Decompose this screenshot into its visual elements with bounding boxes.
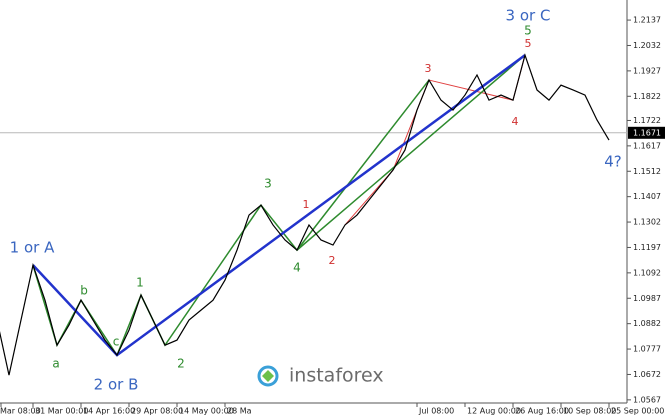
x-tick-label: Mar 08:00 — [0, 407, 41, 416]
current-price-box — [628, 126, 665, 139]
wave-label: 3 or C — [506, 7, 551, 25]
y-tick-label: 1.1927 — [633, 66, 661, 75]
watermark-text: instaforex — [289, 365, 384, 387]
y-tick-label: 1.2137 — [633, 16, 661, 25]
wave-label: b — [80, 284, 88, 298]
y-tick-label: 1.1822 — [633, 92, 661, 101]
wave-label: c — [113, 335, 120, 349]
y-tick-label: 1.1512 — [633, 167, 661, 176]
wave-label: 2 — [329, 254, 336, 267]
x-tick-label: 12 Aug 00:00 — [467, 407, 521, 416]
current-price-label: 1.1671 — [633, 128, 661, 137]
x-tick-label: 28 Ma — [227, 407, 252, 416]
wave-label: 1 — [136, 276, 144, 290]
wave-line — [296, 79, 430, 251]
wave-label: 5 — [524, 24, 532, 38]
y-tick-label: 1.0882 — [633, 319, 661, 328]
x-tick-label: 29 Apr 08:00 — [131, 407, 183, 416]
x-tick-label: 25 Sep 00:00 — [611, 407, 664, 416]
y-tick-label: 1.1407 — [633, 192, 661, 201]
x-tick-label: 10 Sep 08:00 — [563, 407, 616, 416]
x-tick-label: 14 May 00:00 — [179, 407, 234, 416]
watermark: instaforex — [238, 362, 432, 390]
watermark-logo-mark — [262, 370, 274, 382]
wave-label: 1 or A — [10, 239, 55, 257]
x-tick-label: 26 Aug 16:00 — [515, 407, 569, 416]
y-tick-label: 1.1197 — [633, 243, 661, 252]
wave-label: 3 — [425, 62, 432, 75]
y-tick-label: 1.1302 — [633, 218, 661, 227]
wave-label: 5 — [525, 37, 532, 50]
y-tick-label: 1.1617 — [633, 141, 661, 150]
x-tick-label: 14 Apr 16:00 — [83, 407, 135, 416]
wave-label: 1 — [303, 198, 310, 211]
wave-label: 4 — [293, 261, 301, 275]
y-tick-label: 1.0672 — [633, 370, 661, 379]
wave-label: 4 — [512, 115, 519, 128]
wave-label: 4? — [604, 153, 622, 171]
y-tick-label: 1.1092 — [633, 268, 661, 277]
price-line — [0, 53, 610, 376]
x-tick-label: Jul 08:00 — [418, 407, 454, 416]
y-tick-label: 1.0777 — [633, 345, 661, 354]
wave-label: a — [52, 357, 59, 371]
wave-label: 3 — [264, 177, 272, 191]
x-tick-label: 31 Mar 00:00 — [35, 407, 88, 416]
wave-label: 2 or B — [94, 376, 139, 394]
watermark-logo — [257, 365, 279, 387]
y-tick-label: 1.0987 — [633, 294, 661, 303]
y-tick-label: 1.0567 — [633, 395, 661, 404]
y-tick-label: 1.2032 — [633, 41, 661, 50]
wave-label: 2 — [177, 357, 185, 371]
y-tick-label: 1.1722 — [633, 116, 661, 125]
